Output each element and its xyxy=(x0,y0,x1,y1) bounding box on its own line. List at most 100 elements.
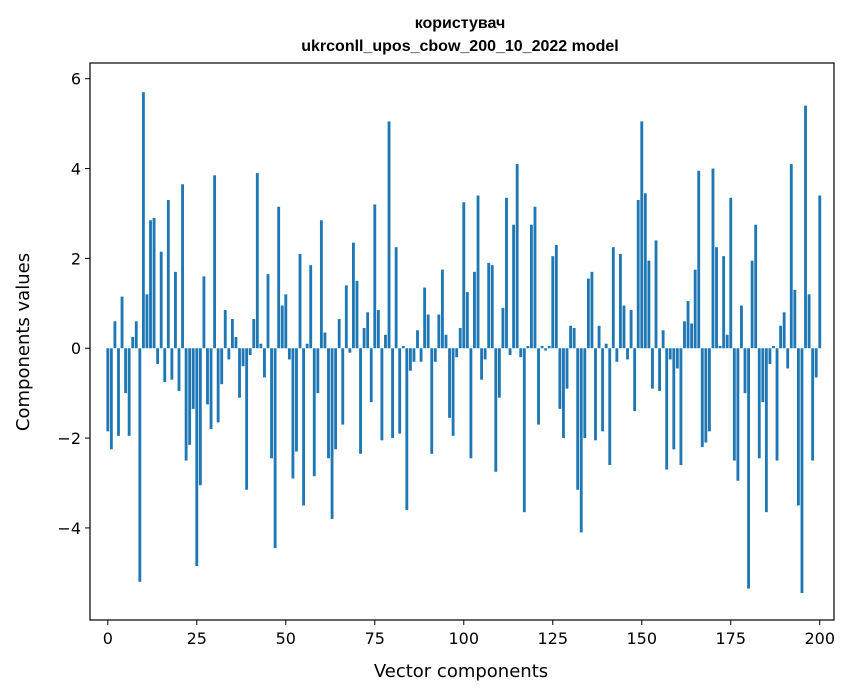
bar xyxy=(170,348,174,380)
bar xyxy=(227,348,231,360)
bars-group xyxy=(106,92,822,594)
x-tick-label: 200 xyxy=(804,629,835,648)
bar xyxy=(654,240,658,349)
bar xyxy=(316,348,320,394)
bar xyxy=(804,105,807,349)
x-tick-label: 0 xyxy=(103,629,113,648)
bar xyxy=(594,348,597,441)
bar xyxy=(191,348,195,409)
bar xyxy=(643,193,647,349)
bar xyxy=(675,348,679,369)
bar xyxy=(177,348,181,391)
bar xyxy=(772,345,775,349)
bar xyxy=(309,265,313,349)
bar xyxy=(618,253,622,349)
bar xyxy=(312,348,316,477)
bar xyxy=(576,348,580,490)
bar xyxy=(793,289,797,349)
bar xyxy=(149,220,152,349)
bar xyxy=(451,348,455,436)
bar xyxy=(138,348,142,582)
bar xyxy=(412,348,416,362)
bar xyxy=(647,260,651,349)
bar xyxy=(220,348,224,385)
bar xyxy=(270,348,273,459)
bar xyxy=(668,348,672,360)
bar xyxy=(376,310,380,349)
bar xyxy=(216,348,220,423)
bar xyxy=(544,348,548,351)
bar xyxy=(718,345,722,349)
bar xyxy=(597,325,601,349)
bar xyxy=(711,168,715,349)
x-axis-label: Vector components xyxy=(374,661,548,682)
bar xyxy=(512,224,516,349)
bar xyxy=(141,92,145,349)
bar xyxy=(465,292,469,349)
bar xyxy=(586,278,590,349)
bar xyxy=(113,321,117,349)
bar xyxy=(255,173,259,349)
bar xyxy=(572,328,576,349)
bar xyxy=(266,274,270,349)
bar xyxy=(252,319,256,349)
bar xyxy=(729,197,733,349)
bar xyxy=(348,348,352,353)
bar xyxy=(188,348,192,445)
bar xyxy=(152,217,156,349)
bar xyxy=(558,348,562,409)
bar xyxy=(483,348,487,360)
bar xyxy=(786,348,790,369)
x-tick-label: 50 xyxy=(276,629,296,648)
bar xyxy=(366,312,370,349)
bar xyxy=(750,260,754,349)
y-tick-label: 4 xyxy=(71,160,81,179)
bar xyxy=(651,348,654,389)
bar xyxy=(800,348,804,594)
bar xyxy=(184,348,188,461)
y-tick-label: 0 xyxy=(71,339,81,358)
bar xyxy=(658,348,661,391)
bar xyxy=(615,348,619,362)
bar xyxy=(124,348,128,394)
bar xyxy=(330,348,334,519)
bar xyxy=(490,265,494,349)
bar xyxy=(159,251,163,349)
bar xyxy=(127,348,131,436)
bar xyxy=(497,348,501,398)
bar xyxy=(633,348,637,412)
bar xyxy=(287,348,291,360)
bar xyxy=(298,253,302,349)
bar xyxy=(263,348,266,378)
bar xyxy=(679,348,683,466)
bar xyxy=(327,348,330,459)
bar xyxy=(583,348,587,439)
bar xyxy=(789,164,793,349)
bar xyxy=(455,348,459,358)
bar xyxy=(195,348,199,567)
bar xyxy=(480,348,484,380)
bar xyxy=(319,220,323,349)
y-tick-label: 2 xyxy=(71,249,81,268)
bar xyxy=(608,348,612,466)
bar xyxy=(551,256,555,349)
bar xyxy=(174,271,177,349)
bar xyxy=(134,321,138,349)
y-tick-label: −2 xyxy=(57,429,81,448)
bar xyxy=(487,262,491,349)
bar xyxy=(145,294,149,349)
bar xyxy=(569,325,572,349)
bar xyxy=(522,348,526,513)
bar xyxy=(408,348,412,371)
bar xyxy=(640,121,644,349)
bar xyxy=(540,345,544,349)
x-tick-label: 175 xyxy=(715,629,746,648)
bar xyxy=(547,345,551,349)
bar xyxy=(722,256,726,349)
chart-title-line1: користувач xyxy=(415,15,506,32)
bar xyxy=(419,348,423,362)
bar xyxy=(156,348,160,364)
bar xyxy=(344,285,348,349)
bar xyxy=(259,343,263,349)
bar xyxy=(230,319,234,349)
